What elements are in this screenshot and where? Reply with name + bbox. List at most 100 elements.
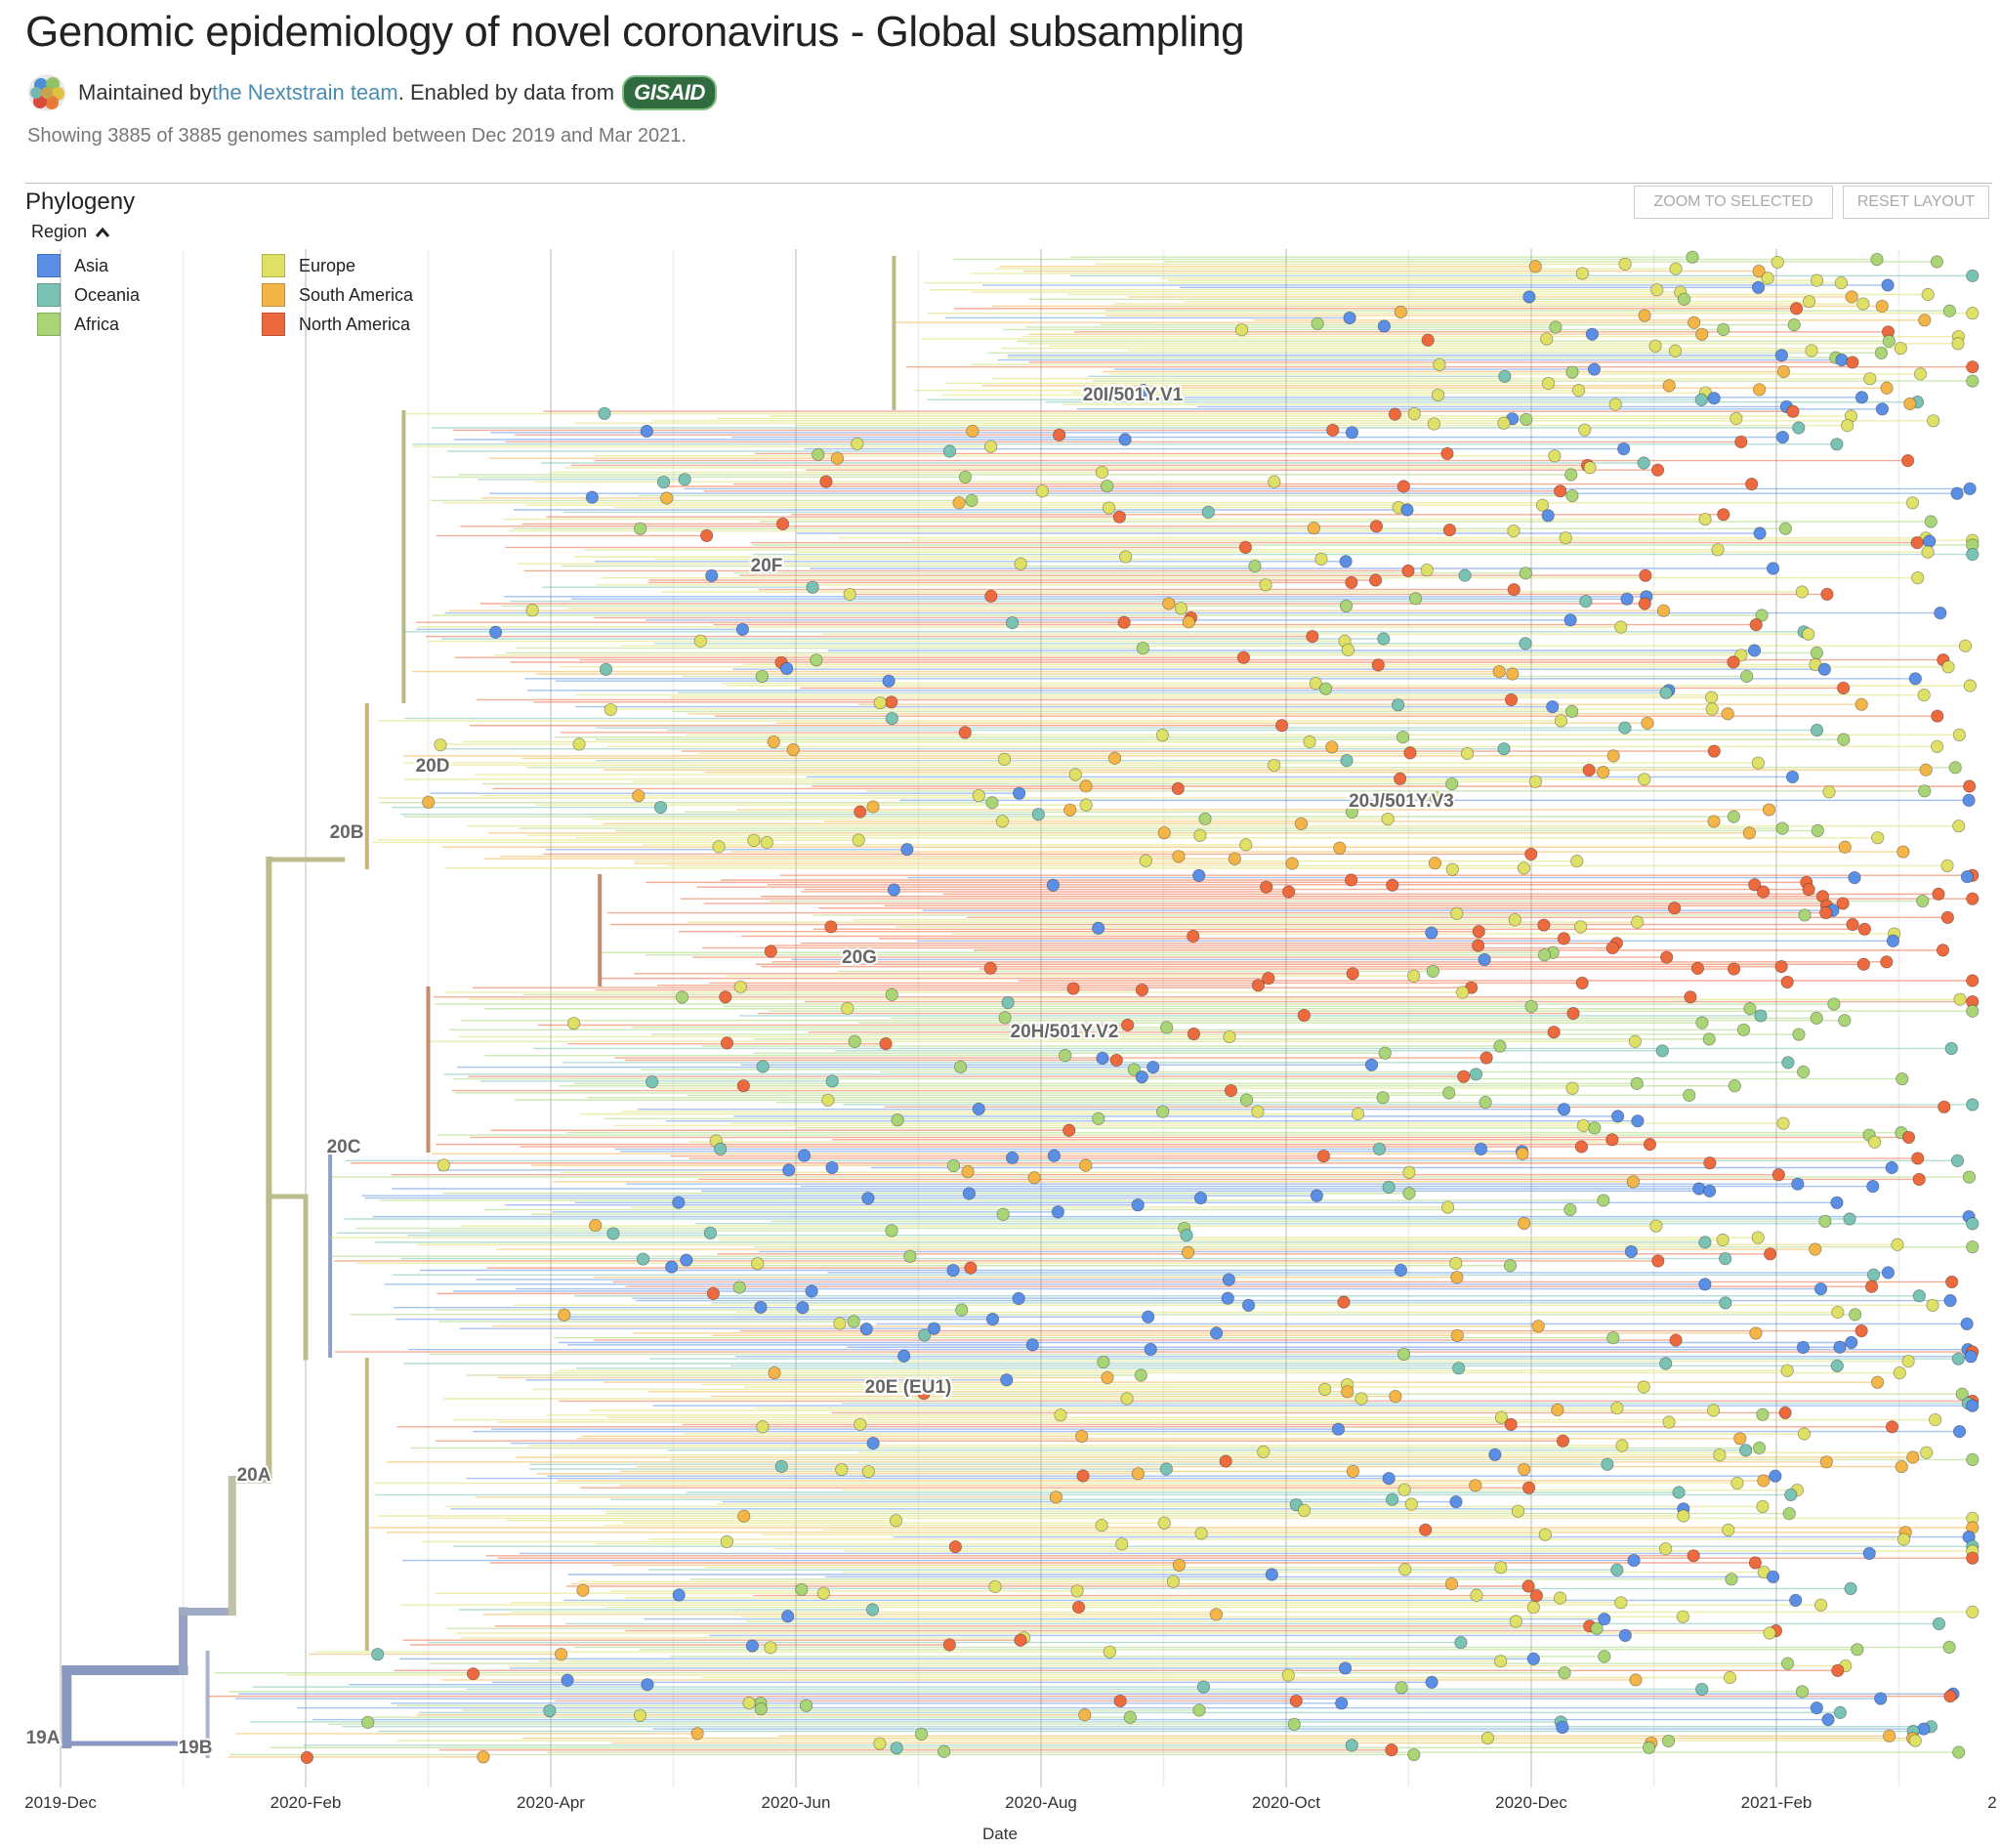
legend-toggle[interactable]: Region [31, 222, 110, 242]
tip [1614, 620, 1628, 634]
tip [1597, 1194, 1610, 1207]
tip [1260, 880, 1273, 894]
tip [938, 1744, 951, 1758]
x-tick-label: 2020-Apr [517, 1793, 585, 1812]
tip [1588, 1121, 1602, 1135]
tip [1796, 1340, 1811, 1355]
tip [1717, 508, 1730, 522]
tip [958, 726, 972, 739]
tip [1695, 1682, 1709, 1697]
clade-label: 19B [179, 1738, 213, 1758]
zoom-to-selected-button[interactable]: ZOOM TO SELECTED [1634, 186, 1833, 219]
tip [437, 1158, 450, 1172]
tip [1752, 264, 1766, 278]
tip [890, 1742, 903, 1755]
tip [1556, 1720, 1569, 1735]
tip [1598, 1613, 1611, 1626]
tip [1802, 627, 1815, 641]
tip [1583, 461, 1597, 475]
legend-item-africa[interactable]: Africa [37, 313, 119, 336]
tip [903, 1249, 917, 1263]
tip [1747, 644, 1762, 657]
tip [1751, 756, 1765, 770]
tip [1896, 845, 1910, 859]
tip [754, 1300, 768, 1315]
tip [1934, 606, 1947, 620]
tip [1912, 1172, 1926, 1187]
tip [1345, 575, 1358, 590]
tip [1162, 597, 1176, 610]
legend-item-europe[interactable]: Europe [262, 254, 355, 277]
tip [1698, 1236, 1712, 1249]
tip [1047, 1149, 1061, 1162]
tip [1795, 585, 1809, 599]
nextstrain-logo-icon [28, 74, 65, 111]
tip [1814, 1598, 1828, 1612]
tip [891, 1113, 904, 1127]
tip [1565, 365, 1579, 379]
nextstrain-team-link[interactable]: the Nextstrain team [211, 80, 398, 105]
tip [1180, 1229, 1193, 1242]
tip [733, 980, 747, 993]
tip [1398, 1563, 1412, 1576]
tip [1659, 1542, 1673, 1556]
tip [1626, 1175, 1640, 1189]
tip [1377, 632, 1391, 646]
tip [1870, 252, 1884, 267]
tip [1751, 280, 1766, 294]
tip [1618, 1628, 1632, 1643]
tip [961, 1165, 975, 1179]
tip [1289, 1694, 1303, 1708]
tip [774, 1459, 788, 1473]
tip [1780, 975, 1794, 989]
tip [767, 735, 780, 749]
tip [1248, 559, 1262, 573]
tip [1797, 1065, 1811, 1078]
tip [1403, 746, 1417, 760]
tip [1388, 407, 1402, 421]
tip [1551, 1403, 1564, 1417]
gisaid-badge[interactable]: GISAID [622, 75, 717, 110]
tip [680, 1253, 693, 1267]
tip [810, 653, 823, 667]
tip [1966, 1452, 1979, 1467]
tip [1920, 1446, 1934, 1459]
legend-item-south-america[interactable]: South America [262, 283, 413, 307]
phylogeny-panel-title: Phylogeny [25, 189, 136, 215]
tip [1187, 929, 1200, 944]
tip [1698, 1278, 1712, 1291]
tip [1856, 957, 1870, 971]
tip [1396, 480, 1410, 493]
tip [1874, 1692, 1888, 1705]
tip [1911, 1152, 1925, 1165]
tip [1234, 323, 1249, 337]
tip [1605, 1133, 1619, 1147]
tip [1762, 803, 1776, 817]
tip [1172, 1558, 1187, 1573]
tip [1421, 333, 1435, 347]
tip [1778, 522, 1792, 535]
tip [1066, 982, 1080, 995]
tip [1239, 838, 1253, 852]
tip [1950, 1154, 1965, 1167]
tip [1096, 1051, 1109, 1065]
tip [1894, 341, 1907, 356]
tip [1617, 441, 1631, 456]
tip [558, 1308, 571, 1322]
tip [1951, 337, 1965, 351]
tip [1115, 1537, 1129, 1551]
tip [861, 1464, 875, 1479]
tip [1774, 349, 1789, 362]
tip [1880, 381, 1894, 395]
tip [1458, 568, 1472, 582]
tip [1733, 1432, 1747, 1446]
tip [1557, 932, 1571, 945]
reset-layout-button[interactable]: RESET LAYOUT [1843, 186, 1989, 219]
tip [1835, 353, 1849, 367]
tip [1401, 564, 1415, 578]
legend-item-north-america[interactable]: North America [262, 313, 410, 336]
legend-item-asia[interactable]: Asia [37, 254, 108, 277]
legend-item-oceania[interactable]: Oceania [37, 283, 140, 307]
tip [1952, 819, 1966, 833]
